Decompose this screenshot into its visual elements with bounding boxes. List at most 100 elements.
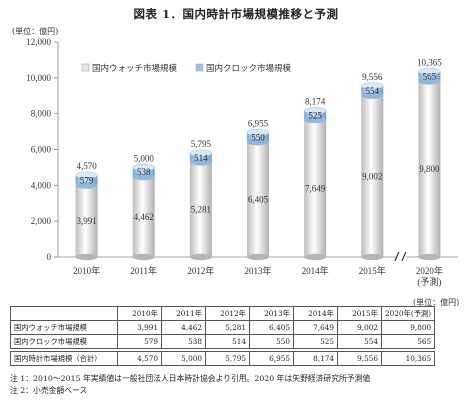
bar-watch-base bbox=[418, 253, 441, 261]
bar-watch bbox=[132, 177, 155, 257]
bar-watch bbox=[418, 81, 441, 258]
table-column-header: 2012年 bbox=[205, 306, 250, 321]
x-tick-label: 2014年 bbox=[302, 265, 329, 276]
clock-value-label: 565 bbox=[423, 71, 437, 81]
y-tick-label: 8,000 bbox=[31, 109, 52, 119]
clock-value-label: 554 bbox=[366, 86, 380, 96]
table-row-label: 国内時計市場規模（合計） bbox=[10, 351, 118, 366]
y-tick-label: 6,000 bbox=[31, 145, 52, 155]
table-cell: 514 bbox=[205, 334, 250, 349]
bar-watch-base bbox=[361, 253, 384, 261]
table-column-header: 2010年 bbox=[117, 306, 162, 321]
table-cell: 538 bbox=[161, 334, 206, 349]
table-cell: 5,000 bbox=[161, 351, 206, 366]
watch-value-label: 9,800 bbox=[419, 164, 440, 174]
watch-value-label: 7,649 bbox=[305, 183, 326, 193]
table-cell: 7,649 bbox=[293, 320, 338, 335]
clock-value-label: 550 bbox=[251, 132, 265, 142]
total-value-label: 4,570 bbox=[76, 161, 97, 171]
table-cell: 6,405 bbox=[249, 320, 294, 335]
bar-clock-bottom bbox=[189, 159, 212, 166]
bar-clock-bottom bbox=[304, 116, 327, 124]
bar-clock bbox=[189, 153, 212, 163]
table-cell: 5,795 bbox=[205, 351, 250, 366]
bar-clock bbox=[247, 132, 269, 143]
y-tick-label: 0 bbox=[47, 252, 52, 262]
stacked-bar-chart: 0 2,000 4,000 6,000 8,000 10,000 12,000 3,991 57… bbox=[26, 37, 458, 287]
table-cell: 9,800 bbox=[380, 320, 436, 335]
bar-watch bbox=[304, 119, 327, 257]
table-cell: 8,174 bbox=[293, 351, 338, 366]
bar-watch-base bbox=[75, 253, 98, 261]
bar-clock-bottom bbox=[418, 78, 441, 85]
table-cell: 579 bbox=[117, 334, 162, 349]
total-value-label: 6,955 bbox=[248, 118, 269, 128]
x-tick-label: 2010年 bbox=[73, 265, 100, 276]
y-tick-label: 10,000 bbox=[26, 73, 51, 83]
legend-swatch bbox=[195, 63, 204, 72]
table-header-row: 2010年 2011年 2012年 2013年 2014年 2015年 2020年(予測) bbox=[10, 306, 436, 321]
clock-value-label: 525 bbox=[308, 110, 322, 120]
table-row: 国内時計市場規模（合計） 4,570 5,000 5,795 6,955 8,174 9,5… bbox=[10, 351, 436, 366]
bar-watch bbox=[75, 185, 98, 257]
y-tick-label: 4,000 bbox=[31, 180, 52, 190]
y-tick-label: 2,000 bbox=[31, 216, 52, 226]
table-cell: 4,462 bbox=[161, 320, 206, 335]
bar-watch bbox=[361, 95, 384, 257]
table-cell: 5,281 bbox=[205, 320, 250, 335]
table-column-header: 2011年 bbox=[161, 306, 206, 321]
table-column-header: 2013年 bbox=[249, 306, 294, 321]
bar-top-cap bbox=[418, 67, 441, 75]
bar-watch-base bbox=[247, 253, 269, 261]
data-table: 2010年 2011年 2012年 2013年 2014年 2015年 2020年(予測) 国… bbox=[10, 306, 436, 366]
bar-watch bbox=[247, 142, 269, 257]
table-cell: 9,002 bbox=[337, 320, 382, 335]
watch-value-label: 4,462 bbox=[134, 212, 154, 222]
x-tick-label: (予測) bbox=[417, 276, 441, 287]
x-tick-label: 2015年 bbox=[359, 265, 386, 276]
table-cell: 554 bbox=[337, 334, 382, 349]
table-cell: 525 bbox=[293, 334, 338, 349]
table-cell: 6,955 bbox=[249, 351, 294, 366]
table-corner-cell bbox=[10, 306, 118, 321]
note-1: 注 1：2010～2015 年実績値は一般社団法人日本時計協会より引用。2020… bbox=[10, 374, 371, 383]
bar-clock-bottom bbox=[247, 139, 269, 146]
bar-clock bbox=[132, 167, 155, 178]
x-tick-label: 2020年 bbox=[416, 265, 443, 276]
bar-clock bbox=[418, 71, 441, 82]
x-tick-label: 2011年 bbox=[130, 265, 157, 276]
note-2: 注 2：小売金額ベース bbox=[10, 386, 88, 395]
bar-watch bbox=[189, 162, 212, 257]
table-row: 国内ウォッチ市場規模 3,991 4,462 5,281 6,405 7,649 9,002… bbox=[10, 320, 436, 335]
table-cell: 4,570 bbox=[117, 351, 162, 366]
total-value-label: 8,174 bbox=[305, 97, 326, 107]
watch-value-label: 6,405 bbox=[248, 195, 269, 205]
table-column-header: 2020年(予測) bbox=[380, 306, 436, 321]
clock-value-label: 579 bbox=[80, 175, 94, 185]
table-row-label: 国内ウォッチ市場規模 bbox=[10, 320, 118, 335]
axis-break-mark bbox=[394, 251, 407, 262]
bar-watch-base bbox=[304, 253, 327, 261]
legend-label: 国内ウォッチ市場規模 bbox=[92, 63, 178, 74]
table-row: 国内クロック市場規模 579 538 514 550 525 554 565 bbox=[10, 334, 436, 349]
table-cell: 10,365 bbox=[380, 351, 436, 366]
bar-top-cap bbox=[132, 163, 155, 171]
legend-swatch bbox=[81, 63, 90, 72]
total-value-label: 10,365 bbox=[417, 57, 442, 67]
figure-title: 図表 1．国内時計市場規模推移と予測 bbox=[133, 7, 339, 21]
y-unit-label: (単位：億円) bbox=[12, 27, 59, 36]
watch-value-label: 9,002 bbox=[362, 171, 382, 181]
table-cell: 9,556 bbox=[337, 351, 382, 366]
x-tick-label: 2013年 bbox=[244, 265, 271, 276]
table-column-header: 2014年 bbox=[293, 306, 338, 321]
total-value-label: 5,795 bbox=[191, 139, 212, 149]
clock-value-label: 514 bbox=[194, 153, 208, 163]
bar-clock-bottom bbox=[75, 182, 98, 189]
watch-value-label: 5,281 bbox=[191, 205, 211, 215]
bar-top-cap bbox=[246, 128, 270, 136]
table-row-label: 国内クロック市場規模 bbox=[10, 334, 118, 349]
bar-top-cap bbox=[303, 107, 327, 114]
table-unit-label: (単位：億円) bbox=[413, 298, 460, 307]
bar-clock bbox=[304, 110, 327, 120]
bar-clock bbox=[75, 175, 98, 186]
